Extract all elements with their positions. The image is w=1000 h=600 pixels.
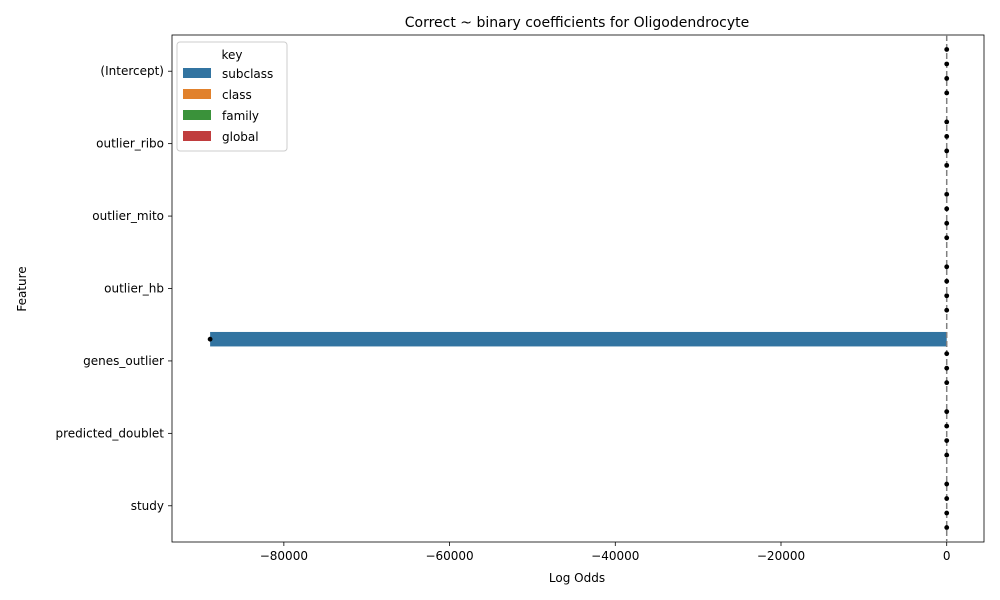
legend-label-class: class bbox=[222, 88, 252, 102]
error-bar-point bbox=[944, 365, 950, 371]
error-bar-point bbox=[944, 61, 950, 67]
x-axis-label: Log Odds bbox=[549, 571, 605, 585]
error-bar-point bbox=[944, 307, 950, 313]
error-bar-point bbox=[944, 162, 950, 168]
chart-title: Correct ~ binary coefficients for Oligod… bbox=[405, 15, 749, 31]
error-bar-point bbox=[944, 206, 950, 212]
error-bar-point bbox=[944, 220, 950, 226]
error-bar-point bbox=[944, 452, 950, 458]
legend-swatch-global bbox=[183, 131, 211, 141]
error-bar-point bbox=[944, 90, 950, 96]
error-bar-point bbox=[944, 134, 950, 139]
error-bar-point bbox=[944, 438, 950, 443]
error-bar-point bbox=[944, 351, 950, 357]
legend-swatch-class bbox=[183, 89, 211, 99]
error-bar-point bbox=[944, 278, 950, 284]
x-tick-label: −20000 bbox=[757, 549, 805, 563]
error-bar-point bbox=[944, 481, 950, 487]
y-axis: (Intercept) outlier_ribo outlier_mitooutli… bbox=[55, 64, 172, 513]
y-axis-label: Feature bbox=[15, 266, 29, 311]
legend-swatch-subclass bbox=[183, 68, 211, 78]
bars-layer bbox=[210, 331, 947, 347]
x-tick-label: −40000 bbox=[591, 549, 639, 563]
y-tick-label: study bbox=[131, 499, 164, 513]
legend-title: key bbox=[221, 48, 242, 62]
legend-label-global: global bbox=[222, 130, 259, 144]
y-tick-label: outlier_mito bbox=[92, 209, 164, 223]
y-tick-label: (Intercept) bbox=[100, 64, 164, 78]
error-bar-point bbox=[944, 47, 950, 52]
error-bar-point bbox=[944, 76, 950, 81]
legend-label-family: family bbox=[222, 109, 259, 123]
error-bar-point bbox=[944, 496, 950, 501]
x-tick-label: −60000 bbox=[425, 549, 473, 563]
y-tick-label: predicted_doublet bbox=[55, 426, 164, 440]
error-bar-point bbox=[207, 336, 213, 342]
error-bars-layer bbox=[207, 47, 950, 530]
x-tick-label: 0 bbox=[943, 549, 951, 563]
legend-label-subclass: subclass bbox=[222, 67, 273, 81]
error-bar-point bbox=[944, 235, 950, 241]
error-bar-point bbox=[944, 119, 950, 125]
error-bar-point bbox=[944, 409, 950, 415]
error-bar-point bbox=[944, 264, 950, 270]
error-bar-point bbox=[944, 510, 950, 516]
y-tick-label: outlier_ribo bbox=[96, 137, 164, 151]
legend: key subclass class family global bbox=[176, 41, 288, 152]
legend-swatch-family bbox=[183, 110, 211, 120]
y-tick-label: genes_outlier bbox=[83, 354, 164, 368]
error-bar-point bbox=[944, 380, 950, 386]
x-tick-label: −80000 bbox=[260, 549, 308, 563]
y-tick-label: outlier_hb bbox=[104, 282, 164, 296]
error-bar-point bbox=[944, 423, 950, 429]
error-bar-point bbox=[944, 191, 950, 197]
error-bar-point bbox=[944, 148, 950, 154]
plot-area bbox=[171, 34, 985, 543]
error-bar-point bbox=[944, 525, 950, 530]
bar-subclass-genes-outlier bbox=[210, 331, 947, 347]
x-axis: −80000 −60000 −40000 −20000 0 bbox=[260, 542, 951, 563]
error-bar-point bbox=[944, 293, 950, 299]
